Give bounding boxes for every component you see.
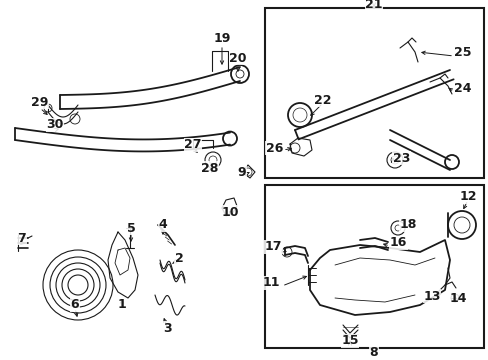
Text: 19: 19 (213, 31, 230, 45)
Text: 8: 8 (369, 346, 378, 359)
Text: 4: 4 (158, 219, 167, 231)
Text: 26: 26 (265, 141, 283, 154)
Text: 9: 9 (237, 166, 245, 179)
Text: 23: 23 (392, 152, 409, 165)
Text: 5: 5 (126, 221, 135, 234)
Text: 12: 12 (458, 190, 476, 203)
Text: 15: 15 (341, 334, 358, 347)
Text: 10: 10 (221, 206, 238, 219)
Text: 2: 2 (175, 252, 183, 265)
Text: 11: 11 (262, 276, 280, 289)
Bar (264, 185, 483, 348)
Text: 14: 14 (449, 292, 467, 305)
Text: 16: 16 (389, 237, 407, 249)
Text: 29: 29 (31, 95, 49, 108)
Text: 3: 3 (163, 321, 172, 334)
Text: 13: 13 (423, 289, 440, 302)
Text: 28: 28 (201, 162, 218, 175)
Text: 27: 27 (184, 139, 202, 152)
Text: 18: 18 (399, 219, 417, 231)
Text: 22: 22 (314, 94, 331, 107)
Text: 7: 7 (18, 231, 26, 244)
Text: 20: 20 (229, 51, 246, 64)
Text: 25: 25 (453, 45, 470, 58)
Text: 6: 6 (71, 298, 79, 311)
Text: 17: 17 (264, 240, 282, 253)
Text: 30: 30 (46, 118, 63, 131)
Text: 1: 1 (118, 298, 126, 311)
Text: 24: 24 (453, 81, 470, 94)
Bar (264, 8, 483, 178)
Text: 21: 21 (365, 0, 382, 10)
